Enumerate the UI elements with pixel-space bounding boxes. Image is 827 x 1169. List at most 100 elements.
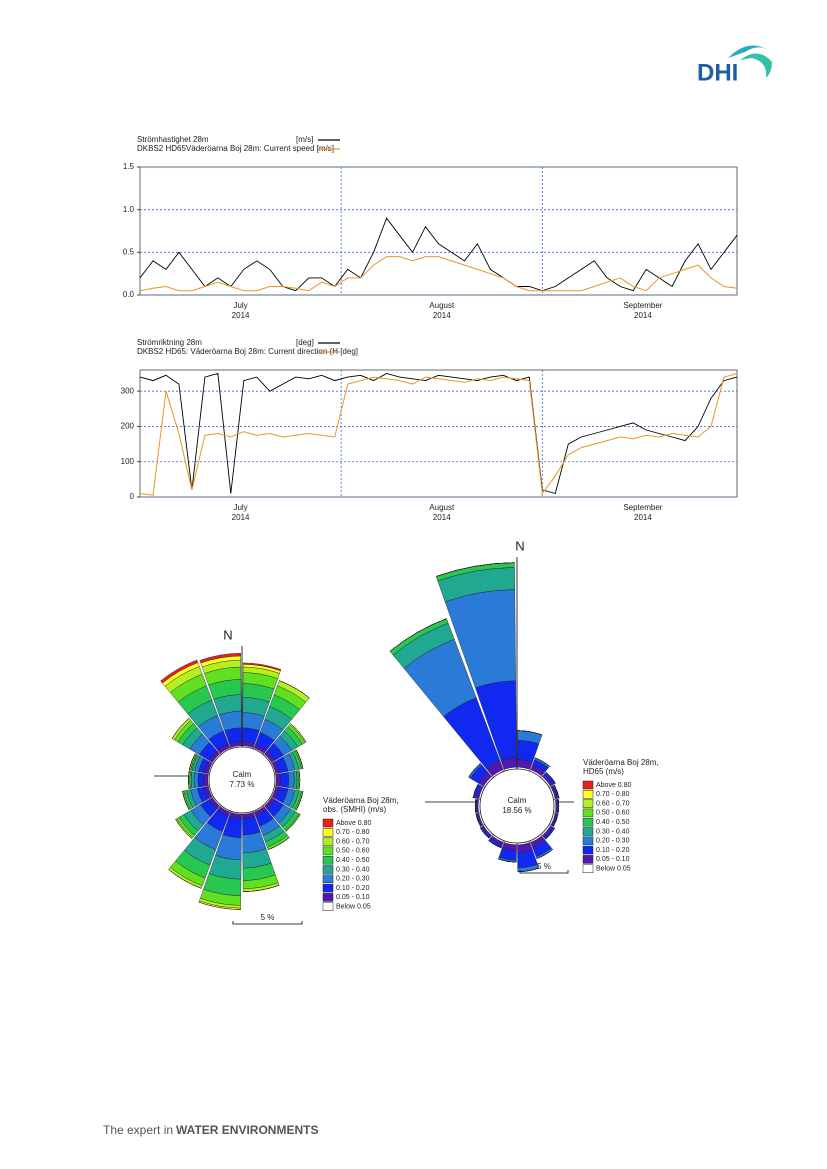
x-tick-sublabel: 2014 — [232, 311, 250, 320]
logo: DHI — [697, 45, 772, 86]
rose-segment — [193, 771, 199, 789]
rose-segment — [168, 869, 202, 889]
rose-segment — [175, 819, 192, 839]
legend-swatch — [582, 836, 594, 846]
rose-segment — [554, 784, 560, 799]
rose-segment — [287, 771, 295, 789]
x-tick-label: August — [429, 301, 455, 310]
legend-swatch — [322, 828, 334, 837]
plot-frame — [139, 166, 738, 296]
legend-label: Strömhastighet 28m — [137, 135, 209, 144]
legend-title: Väderöarna Boj 28m, — [583, 758, 659, 767]
scale-bar — [232, 921, 303, 925]
footer-brand: WATER ENVIRONMENTS — [176, 1123, 318, 1137]
legend-swatch — [322, 874, 334, 884]
legend-swatch — [322, 883, 334, 893]
y-tick-label: 0 — [130, 492, 135, 501]
legend-label: Below 0.05 — [596, 866, 631, 873]
scale-label: 5 % — [537, 862, 551, 871]
legend-title: HD65 (m/s) — [583, 767, 624, 776]
x-tick-label: July — [233, 503, 247, 512]
legend-swatch — [322, 865, 334, 874]
legend-label: DKBS2 HD65Väderöarna Boj 28m: Current sp… — [137, 144, 334, 153]
legend-title: Väderöarna Boj 28m, — [323, 796, 399, 805]
legend-label: 0.70 - 0.80 — [336, 829, 370, 836]
calm-value: 18.56 % — [502, 806, 531, 815]
rose-segment — [480, 827, 490, 839]
scale-label: 5 % — [261, 913, 275, 922]
rose-segment — [558, 799, 560, 813]
y-tick-label: 100 — [121, 457, 135, 466]
rose-segment — [389, 618, 447, 652]
rose-segment — [535, 757, 550, 767]
legend-label: 0.30 - 0.40 — [596, 828, 630, 835]
rose-segment — [545, 771, 556, 784]
legend-swatch — [582, 799, 594, 808]
legend-swatch — [322, 818, 334, 828]
series-line — [139, 256, 738, 292]
legend-swatch — [322, 893, 334, 902]
rose-segment — [474, 799, 476, 813]
rose-segment — [279, 680, 310, 699]
x-tick-sublabel: 2014 — [433, 311, 451, 320]
x-tick-label: September — [623, 301, 662, 310]
x-tick-label: July — [233, 301, 247, 310]
legend-swatch — [582, 855, 594, 864]
rose-segment — [197, 772, 205, 788]
rose-segment — [198, 902, 241, 910]
rose-segment — [199, 652, 241, 664]
legend-label: 0.30 - 0.40 — [336, 866, 370, 873]
legend-label: 0.10 - 0.20 — [336, 885, 370, 892]
legend-label: 0.40 - 0.50 — [596, 819, 630, 826]
legend-title: obs. (SMHI) (m/s) — [323, 805, 386, 814]
legend-swatch — [582, 790, 594, 799]
rose-segment — [545, 828, 555, 840]
legend-swatch — [322, 855, 334, 865]
y-tick-label: 1.5 — [123, 162, 135, 171]
legend-swatch — [582, 817, 594, 827]
legend-label: Above 0.80 — [596, 782, 632, 789]
legend-label: 0.10 - 0.20 — [596, 847, 630, 854]
x-tick-sublabel: 2014 — [634, 513, 652, 522]
calm-label: Calm — [508, 796, 527, 805]
logo-text: DHI — [697, 59, 738, 86]
scale-bar — [519, 870, 569, 874]
legend-unit: [deg] — [296, 338, 314, 347]
legend-label: 0.20 - 0.30 — [596, 838, 630, 845]
y-tick-label: 300 — [121, 386, 135, 395]
calm-value: 7.73 % — [230, 780, 255, 789]
legend-label: 0.60 - 0.70 — [596, 800, 630, 807]
legend-label: 0.20 - 0.30 — [336, 876, 370, 883]
rose-segment — [275, 773, 281, 787]
rose-segment — [498, 858, 517, 863]
rose-segment — [243, 662, 282, 672]
legend-label: Below 0.05 — [336, 904, 371, 911]
x-tick-sublabel: 2014 — [433, 513, 451, 522]
x-tick-label: September — [623, 503, 662, 512]
legend-label: 0.50 - 0.60 — [596, 810, 630, 817]
legend-swatch — [322, 837, 334, 846]
legend-label: 0.70 - 0.80 — [596, 791, 630, 798]
legend-swatch — [582, 845, 594, 855]
rose-segment — [203, 773, 209, 787]
legend-swatch — [322, 846, 334, 856]
calm-label: Calm — [233, 770, 252, 779]
rose-segment — [468, 763, 481, 778]
north-label: N — [223, 627, 232, 642]
x-tick-label: August — [429, 503, 455, 512]
y-tick-label: 0.5 — [123, 247, 135, 256]
rose-segment — [295, 791, 304, 811]
legend-unit: [m/s] — [296, 135, 313, 144]
footer-lead: The expert in — [103, 1123, 173, 1137]
x-tick-sublabel: 2014 — [232, 513, 250, 522]
calm-circle — [208, 746, 276, 814]
legend-swatch — [582, 808, 594, 818]
legend-swatch — [582, 827, 594, 836]
rose-segment — [290, 723, 307, 743]
rose-segment — [160, 659, 199, 684]
legend-label: 0.05 - 0.10 — [596, 856, 630, 863]
legend-swatch — [582, 864, 594, 873]
series-line — [139, 217, 738, 292]
x-tick-sublabel: 2014 — [634, 311, 652, 320]
